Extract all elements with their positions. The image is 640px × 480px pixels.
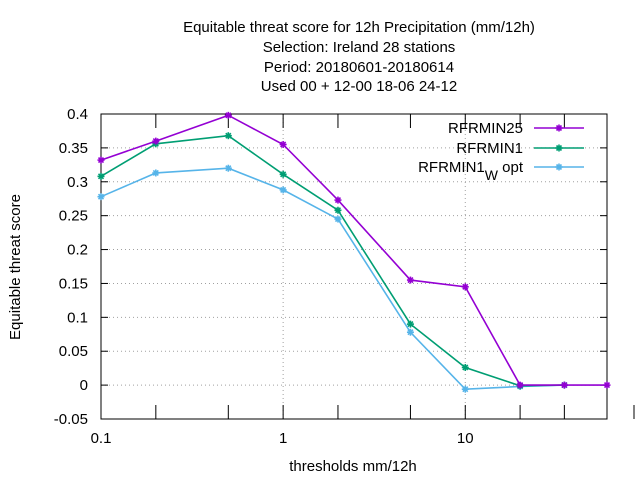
data-point <box>406 328 414 336</box>
data-point <box>516 381 524 389</box>
legend-entry-2: RFRMIN1 <box>456 140 584 157</box>
series <box>97 111 611 393</box>
y-tick-label: 0.1 <box>67 309 88 326</box>
data-point <box>152 169 160 177</box>
data-point <box>152 137 160 145</box>
title-line-2: Selection: Ireland 28 stations <box>263 39 456 56</box>
y-axis-title: Equitable threat score <box>7 194 24 340</box>
chart-title: Equitable threat score for 12h Precipita… <box>183 19 535 95</box>
data-point <box>97 156 105 164</box>
data-point <box>334 215 342 223</box>
title-line-1: Equitable threat score for 12h Precipita… <box>183 19 535 36</box>
legend-entry-1: RFRMIN25 <box>448 120 584 137</box>
series-1 <box>97 111 611 389</box>
data-point <box>461 385 469 393</box>
point-mark <box>462 364 469 371</box>
x-axis-title: thresholds mm/12h <box>289 458 417 475</box>
point-mark <box>561 382 568 389</box>
point-mark <box>555 124 563 132</box>
series-line <box>100 167 565 390</box>
point-mark <box>603 382 611 389</box>
data-point <box>334 206 342 214</box>
point-mark <box>334 207 342 214</box>
point-mark <box>280 171 287 178</box>
y-tick-label: 0.15 <box>59 275 88 292</box>
y-tick-label: 0.3 <box>67 174 88 191</box>
y-tick-label: -0.05 <box>54 411 88 428</box>
data-point <box>461 283 469 291</box>
data-point <box>224 111 232 119</box>
y-tick-label: 0.25 <box>59 208 88 225</box>
series-3 <box>97 164 568 393</box>
legend-entry-3: RFRMIN1W opt <box>418 159 584 183</box>
data-point <box>555 144 563 152</box>
data-point <box>603 381 611 389</box>
data-point <box>555 163 563 171</box>
point-mark <box>407 321 414 328</box>
data-point <box>334 196 342 204</box>
y-tick-label: 0.05 <box>59 343 88 360</box>
legend: RFRMIN25 RFRMIN1 RFRMIN1W opt <box>418 120 584 183</box>
data-point <box>279 186 287 194</box>
title-line-4: Used 00 + 12-00 18-06 24-12 <box>261 78 457 95</box>
point-mark <box>280 186 287 193</box>
point-mark <box>225 112 232 119</box>
data-point <box>555 124 563 132</box>
point-mark <box>225 165 232 172</box>
legend-label: RFRMIN1 <box>456 140 523 157</box>
point-mark <box>517 382 524 389</box>
data-point <box>461 363 469 371</box>
point-mark <box>407 329 414 336</box>
grid <box>101 114 607 419</box>
point-mark <box>334 197 342 204</box>
legend-label-suffix: opt <box>498 159 524 176</box>
title-line-3: Period: 20180601-20180614 <box>264 59 454 76</box>
y-tick-label: 0.2 <box>67 242 88 259</box>
legend-label: RFRMIN1W opt <box>418 159 524 183</box>
point-mark <box>555 144 563 152</box>
data-point <box>224 132 232 140</box>
point-mark <box>97 157 105 164</box>
x-tick-label: 10 <box>457 430 474 447</box>
data-point <box>279 141 287 148</box>
legend-label-subscript: W <box>485 167 499 183</box>
point-mark <box>97 193 105 200</box>
y-tick-label: 0.35 <box>59 140 88 157</box>
series-line <box>100 114 607 386</box>
point-mark <box>555 163 563 171</box>
point-mark <box>152 138 159 145</box>
axis-ticks: 0.40.350.30.250.20.150.10.050-0.050.1 1 10 <box>54 106 635 447</box>
data-point <box>97 193 105 201</box>
x-tick-label: 1 <box>279 430 287 447</box>
point-mark <box>462 386 469 393</box>
data-point <box>406 276 414 284</box>
point-mark <box>97 173 105 180</box>
data-point <box>97 172 105 180</box>
y-tick-label: 0.4 <box>67 106 88 123</box>
point-mark <box>152 169 159 177</box>
y-tick-label: 0 <box>80 377 88 394</box>
data-point <box>279 170 287 178</box>
data-point <box>224 164 232 172</box>
data-point <box>560 381 568 389</box>
point-mark <box>280 141 287 148</box>
point-mark <box>225 132 232 139</box>
point-mark <box>462 283 469 290</box>
point-mark <box>407 276 414 284</box>
x-tick-label: 0.1 <box>91 430 112 447</box>
data-point <box>406 320 414 328</box>
point-mark <box>334 215 342 223</box>
legend-label: RFRMIN25 <box>448 120 523 137</box>
plot-frame <box>100 113 608 420</box>
